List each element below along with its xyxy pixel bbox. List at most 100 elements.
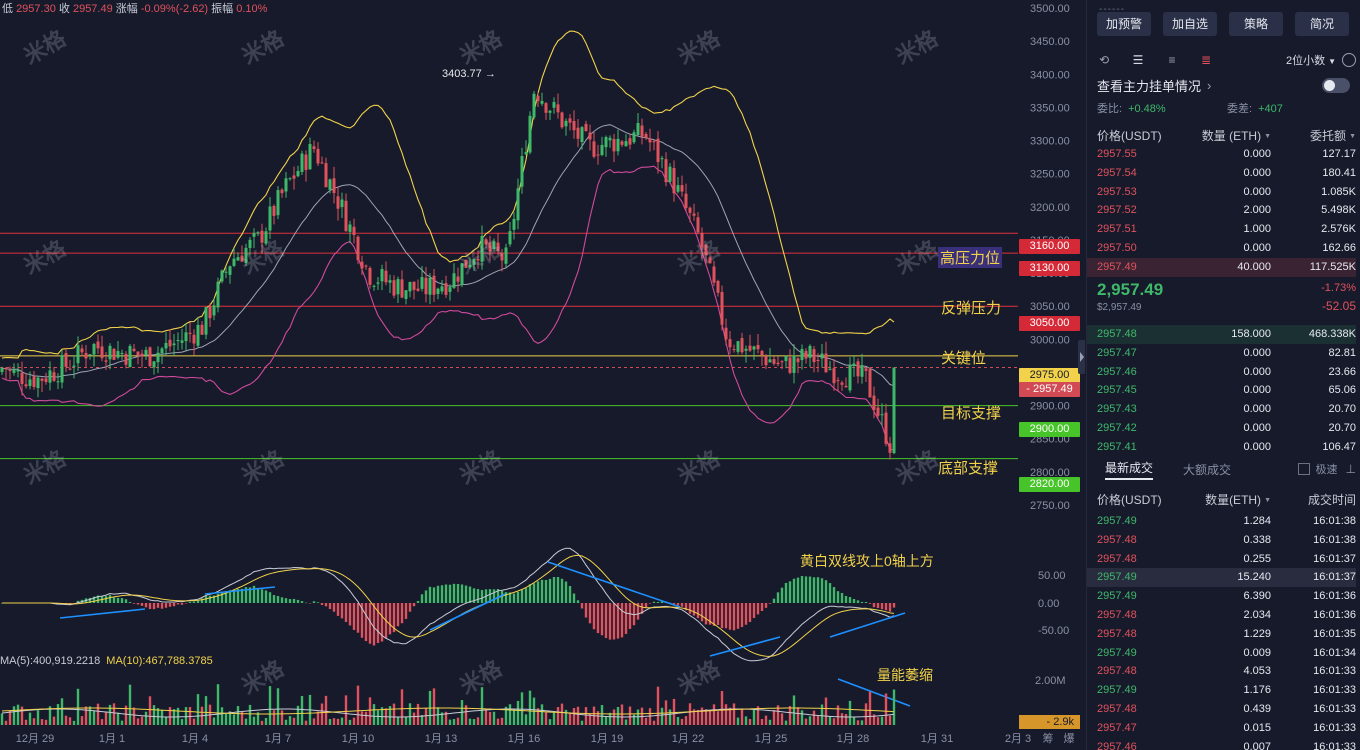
- volume-bar: [848, 700, 852, 725]
- orderbook-row[interactable]: 2957.43 0.000 20.70: [1097, 400, 1356, 419]
- fast-mode-checkbox[interactable]: [1297, 463, 1310, 475]
- volume-ma5-line: [1, 708, 895, 718]
- candle-body: [544, 103, 548, 113]
- orderbook-row[interactable]: 2957.50 0.000 162.66: [1097, 239, 1356, 258]
- bids-view-icon[interactable]: ≡: [1168, 53, 1176, 67]
- filter-icon[interactable]: ⊥: [1345, 462, 1356, 476]
- volume-bar: [136, 718, 140, 725]
- orderbook-row[interactable]: 2957.55 0.000 127.17: [1097, 145, 1356, 164]
- volume-bar: [256, 712, 260, 725]
- volume-bar: [8, 710, 12, 725]
- candle-body: [300, 153, 304, 172]
- trade-row[interactable]: 2957.49 0.009 16:01:34: [1097, 644, 1356, 663]
- orderbook-row[interactable]: 2957.49 40.000 117.525K: [1087, 257, 1356, 277]
- add-watchlist-button[interactable]: 加自选: [1163, 12, 1217, 36]
- macd-histogram-bar: [400, 603, 404, 624]
- sort-icon[interactable]: ▼: [1264, 133, 1271, 141]
- cell-qty: 0.000: [1243, 384, 1271, 397]
- orderbook-row[interactable]: 2957.41 0.000 106.47: [1097, 438, 1356, 457]
- trade-row[interactable]: 2957.49 1.176 16:01:33: [1097, 681, 1356, 700]
- cell-price: 2957.43: [1097, 403, 1137, 416]
- tab-latest-trades[interactable]: 最新成交: [1105, 459, 1154, 480]
- trade-row[interactable]: 2957.48 0.255 16:01:37: [1097, 550, 1356, 569]
- trade-row[interactable]: 2957.49 6.390 16:01:36: [1097, 587, 1356, 606]
- orderbook-row[interactable]: 2957.51 1.000 2.576K: [1097, 220, 1356, 239]
- volume-bar: [540, 704, 544, 725]
- macd-histogram-bar: [316, 602, 320, 603]
- sort-icon[interactable]: ▼: [1349, 133, 1356, 141]
- cell-amount: 468.338K: [1308, 328, 1356, 340]
- peak-price-label: 3403.77 →: [442, 68, 496, 80]
- cell-price: 2957.48: [1097, 328, 1137, 340]
- trade-row[interactable]: 2957.47 0.015 16:01:33: [1097, 719, 1356, 738]
- orderbook-row[interactable]: 2957.48 158.000 468.338K: [1087, 325, 1356, 344]
- trade-row[interactable]: 2957.48 2.034 16:01:36: [1097, 606, 1356, 625]
- sort-icon[interactable]: ▼: [1264, 497, 1271, 505]
- strategy-button[interactable]: 策略: [1229, 12, 1283, 36]
- trade-row[interactable]: 2957.48 1.229 16:01:35: [1097, 625, 1356, 644]
- asks-list: 2957.55 0.000 127.17 2957.54 0.000 180.41 2957…: [1087, 145, 1356, 277]
- asks-view-icon[interactable]: ≣: [1200, 53, 1212, 67]
- trade-row[interactable]: 2957.48 4.053 16:01:33: [1097, 662, 1356, 681]
- tab-large-trades[interactable]: 大额成交: [1183, 462, 1232, 477]
- macd-histogram-bar: [672, 603, 676, 605]
- candle-body: [232, 258, 236, 266]
- orderbook-row[interactable]: 2957.42 0.000 20.70: [1097, 419, 1356, 438]
- macd-histogram-bar: [820, 578, 824, 603]
- cell-qty: 0.000: [1243, 148, 1271, 160]
- add-alert-button[interactable]: 加预警: [1097, 12, 1151, 36]
- both-sides-view-icon[interactable]: ☰: [1132, 53, 1144, 67]
- orderbook-row[interactable]: 2957.53 0.000 1.085K: [1097, 183, 1356, 202]
- volume-bar: [324, 695, 328, 725]
- price-axis-label: 3300.00: [1030, 136, 1070, 148]
- orderbook-row[interactable]: 2957.54 0.000 180.41: [1097, 164, 1356, 183]
- main-orders-link[interactable]: 查看主力挂单情况 ›: [1097, 76, 1350, 94]
- macd-histogram-bar: [188, 601, 192, 603]
- candle-body: [692, 213, 696, 216]
- cell-qty: 6.390: [1243, 590, 1271, 603]
- trade-row[interactable]: 2957.49 15.240 16:01:37: [1087, 568, 1356, 588]
- candle-body: [152, 361, 156, 368]
- macd-histogram-bar: [472, 588, 476, 603]
- orderbook-header: 价格(USDT) 数量 (ETH) ▼ 委托额 ▼: [1097, 129, 1356, 143]
- orderbook-row[interactable]: 2957.52 2.000 5.498K: [1097, 201, 1356, 220]
- trade-row[interactable]: 2957.48 0.338 16:01:38: [1097, 531, 1356, 550]
- volume-bar: [548, 719, 552, 725]
- cell-amount: 20.70: [1328, 403, 1356, 416]
- main-orders-toggle[interactable]: [1322, 77, 1350, 93]
- settings-icon[interactable]: [1342, 53, 1356, 67]
- volume-bar: [560, 703, 564, 725]
- volume-bar: [392, 703, 396, 725]
- trade-row[interactable]: 2957.49 1.284 16:01:38: [1097, 512, 1356, 531]
- reset-view-icon[interactable]: ⟲: [1098, 53, 1110, 67]
- volume-bar: [720, 691, 724, 725]
- volume-bar: [572, 708, 576, 725]
- candle-body: [376, 282, 380, 284]
- panel-collapse-handle[interactable]: [1078, 340, 1085, 374]
- volume-bar: [240, 711, 244, 725]
- orderbook-row[interactable]: 2957.45 0.000 65.06: [1097, 381, 1356, 400]
- volume-bar: [856, 720, 860, 725]
- action-buttons: 加预警 加自选 策略 简况: [1097, 12, 1354, 36]
- volume-bar: [564, 709, 568, 725]
- decimal-selector[interactable]: 2位小数 ▼: [1285, 55, 1336, 67]
- overview-button[interactable]: 简况: [1295, 12, 1349, 36]
- volume-bar: [416, 703, 420, 725]
- volume-bar: [348, 719, 352, 725]
- cell-amount: 106.47: [1322, 440, 1356, 453]
- kline-chart-area[interactable]: 3500.00 3450.00 3400.00 3350.00 3300.00 3250.…: [0, 0, 1085, 750]
- candle-body: [20, 372, 24, 384]
- macd-histogram-bar: [824, 580, 828, 603]
- macd-histogram-bar: [608, 603, 612, 640]
- orderbook-row[interactable]: 2957.46 0.000 23.66: [1097, 363, 1356, 382]
- candle-body: [572, 121, 576, 131]
- volume-ma10-line: [1, 707, 895, 715]
- orderbook-row[interactable]: 2957.47 0.000 82.81: [1097, 344, 1356, 363]
- macd-histogram-bar: [624, 603, 628, 634]
- macd-histogram-bar: [692, 603, 696, 616]
- trade-row[interactable]: 2957.46 0.007 16:01:33: [1097, 738, 1356, 750]
- trade-row[interactable]: 2957.48 0.439 16:01:33: [1097, 700, 1356, 719]
- candle-body: [732, 349, 736, 351]
- candle-body: [880, 414, 884, 416]
- kline-chart[interactable]: 3500.00 3450.00 3400.00 3350.00 3300.00 3250.…: [0, 0, 1085, 750]
